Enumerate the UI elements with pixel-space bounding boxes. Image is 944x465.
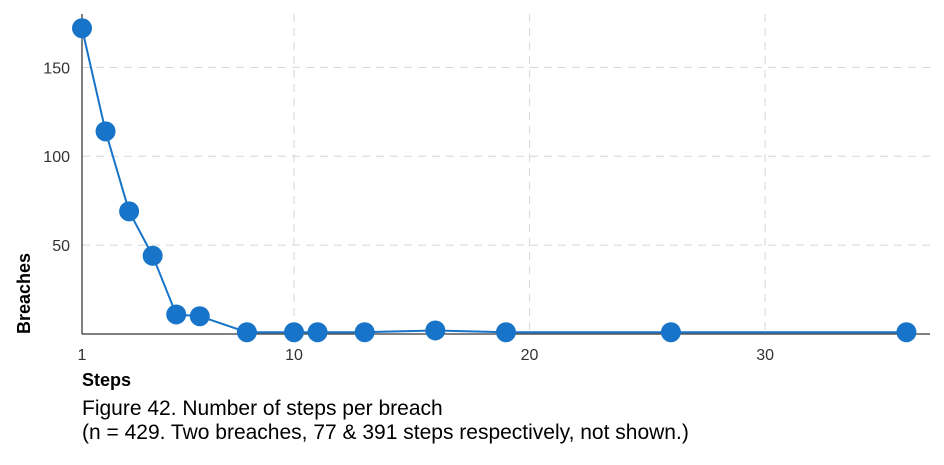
- grid-lines: [82, 14, 930, 334]
- data-point: [896, 322, 917, 343]
- data-point: [284, 322, 304, 343]
- chart: 50 100 150 1 10 20 30 Steps Breaches: [14, 14, 930, 390]
- x-tick-label: 1: [78, 347, 87, 364]
- y-tick-label: 150: [43, 60, 70, 77]
- data-point: [425, 320, 446, 341]
- data-point: [72, 18, 92, 39]
- data-point: [189, 306, 210, 327]
- data-point: [95, 121, 116, 142]
- caption-note: (n = 429. Two breaches, 77 & 391 steps r…: [82, 421, 689, 444]
- x-tick-label: 30: [756, 347, 774, 364]
- y-tick-label: 50: [52, 238, 70, 255]
- y-tick-labels: 50 100 150: [43, 60, 70, 255]
- data-point: [354, 322, 375, 343]
- y-axis-title: Breaches: [14, 253, 34, 334]
- x-tick-label: 20: [521, 347, 539, 364]
- caption-title: Figure 42. Number of steps per breach: [82, 397, 443, 420]
- x-tick-label: 10: [285, 347, 303, 364]
- data-point: [496, 322, 516, 343]
- series-line: [81, 27, 907, 334]
- data-point: [307, 322, 328, 343]
- data-point: [142, 245, 163, 266]
- x-tick-labels: 1 10 20 30: [78, 347, 775, 364]
- data-point: [119, 201, 140, 222]
- x-axis-title: Steps: [82, 370, 131, 390]
- data-point: [660, 322, 681, 343]
- y-tick-label: 100: [43, 149, 70, 166]
- data-point: [236, 322, 257, 343]
- series: [72, 18, 917, 343]
- data-point: [166, 304, 187, 325]
- figure-caption: Figure 42. Number of steps per breach (n…: [82, 397, 689, 445]
